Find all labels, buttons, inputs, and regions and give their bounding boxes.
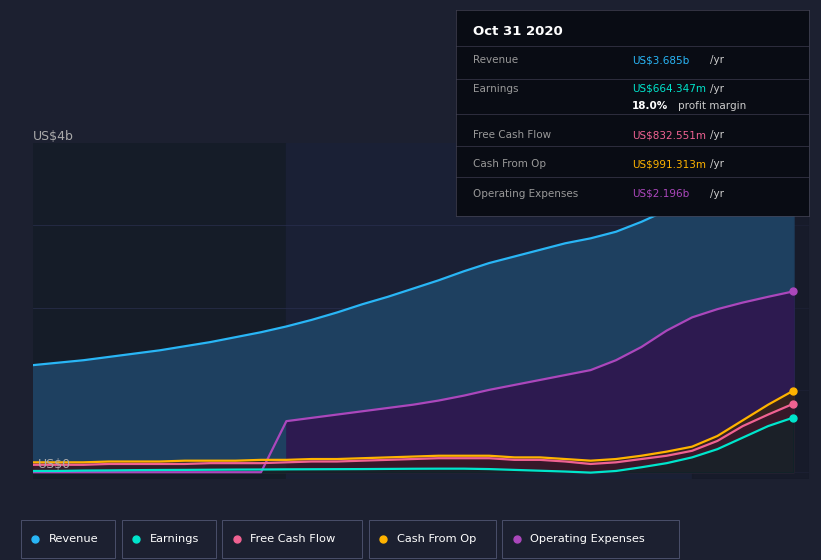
Text: Operating Expenses: Operating Expenses <box>474 189 579 199</box>
Bar <box>33 143 287 479</box>
FancyBboxPatch shape <box>122 520 216 558</box>
Bar <box>287 143 809 479</box>
Text: Oct 31 2020: Oct 31 2020 <box>474 25 563 38</box>
Point <box>787 386 800 395</box>
Text: Revenue: Revenue <box>474 55 518 65</box>
Text: /yr: /yr <box>710 130 724 140</box>
Bar <box>692 143 809 479</box>
Text: Operating Expenses: Operating Expenses <box>530 534 645 544</box>
FancyBboxPatch shape <box>369 520 496 558</box>
Text: US$2.196b: US$2.196b <box>632 189 690 199</box>
Text: Free Cash Flow: Free Cash Flow <box>250 534 336 544</box>
Point <box>787 287 800 296</box>
Text: Cash From Op: Cash From Op <box>397 534 476 544</box>
FancyBboxPatch shape <box>502 520 679 558</box>
Text: US$0: US$0 <box>38 458 71 470</box>
FancyBboxPatch shape <box>222 520 362 558</box>
Point <box>787 164 800 173</box>
Text: US$991.313m: US$991.313m <box>632 159 706 169</box>
Text: profit margin: profit margin <box>678 101 746 111</box>
Text: US$3.685b: US$3.685b <box>632 55 690 65</box>
Text: US$664.347m: US$664.347m <box>632 84 706 94</box>
Point <box>787 399 800 408</box>
Point <box>787 413 800 422</box>
Text: Earnings: Earnings <box>149 534 199 544</box>
FancyBboxPatch shape <box>21 520 115 558</box>
Text: Cash From Op: Cash From Op <box>474 159 546 169</box>
Text: US$832.551m: US$832.551m <box>632 130 706 140</box>
Text: /yr: /yr <box>710 84 724 94</box>
Text: US$4b: US$4b <box>33 130 74 143</box>
Text: /yr: /yr <box>710 189 724 199</box>
Text: /yr: /yr <box>710 159 724 169</box>
Text: /yr: /yr <box>710 55 724 65</box>
Text: Earnings: Earnings <box>474 84 519 94</box>
Text: Revenue: Revenue <box>48 534 98 544</box>
Text: Free Cash Flow: Free Cash Flow <box>474 130 552 140</box>
Text: 18.0%: 18.0% <box>632 101 668 111</box>
